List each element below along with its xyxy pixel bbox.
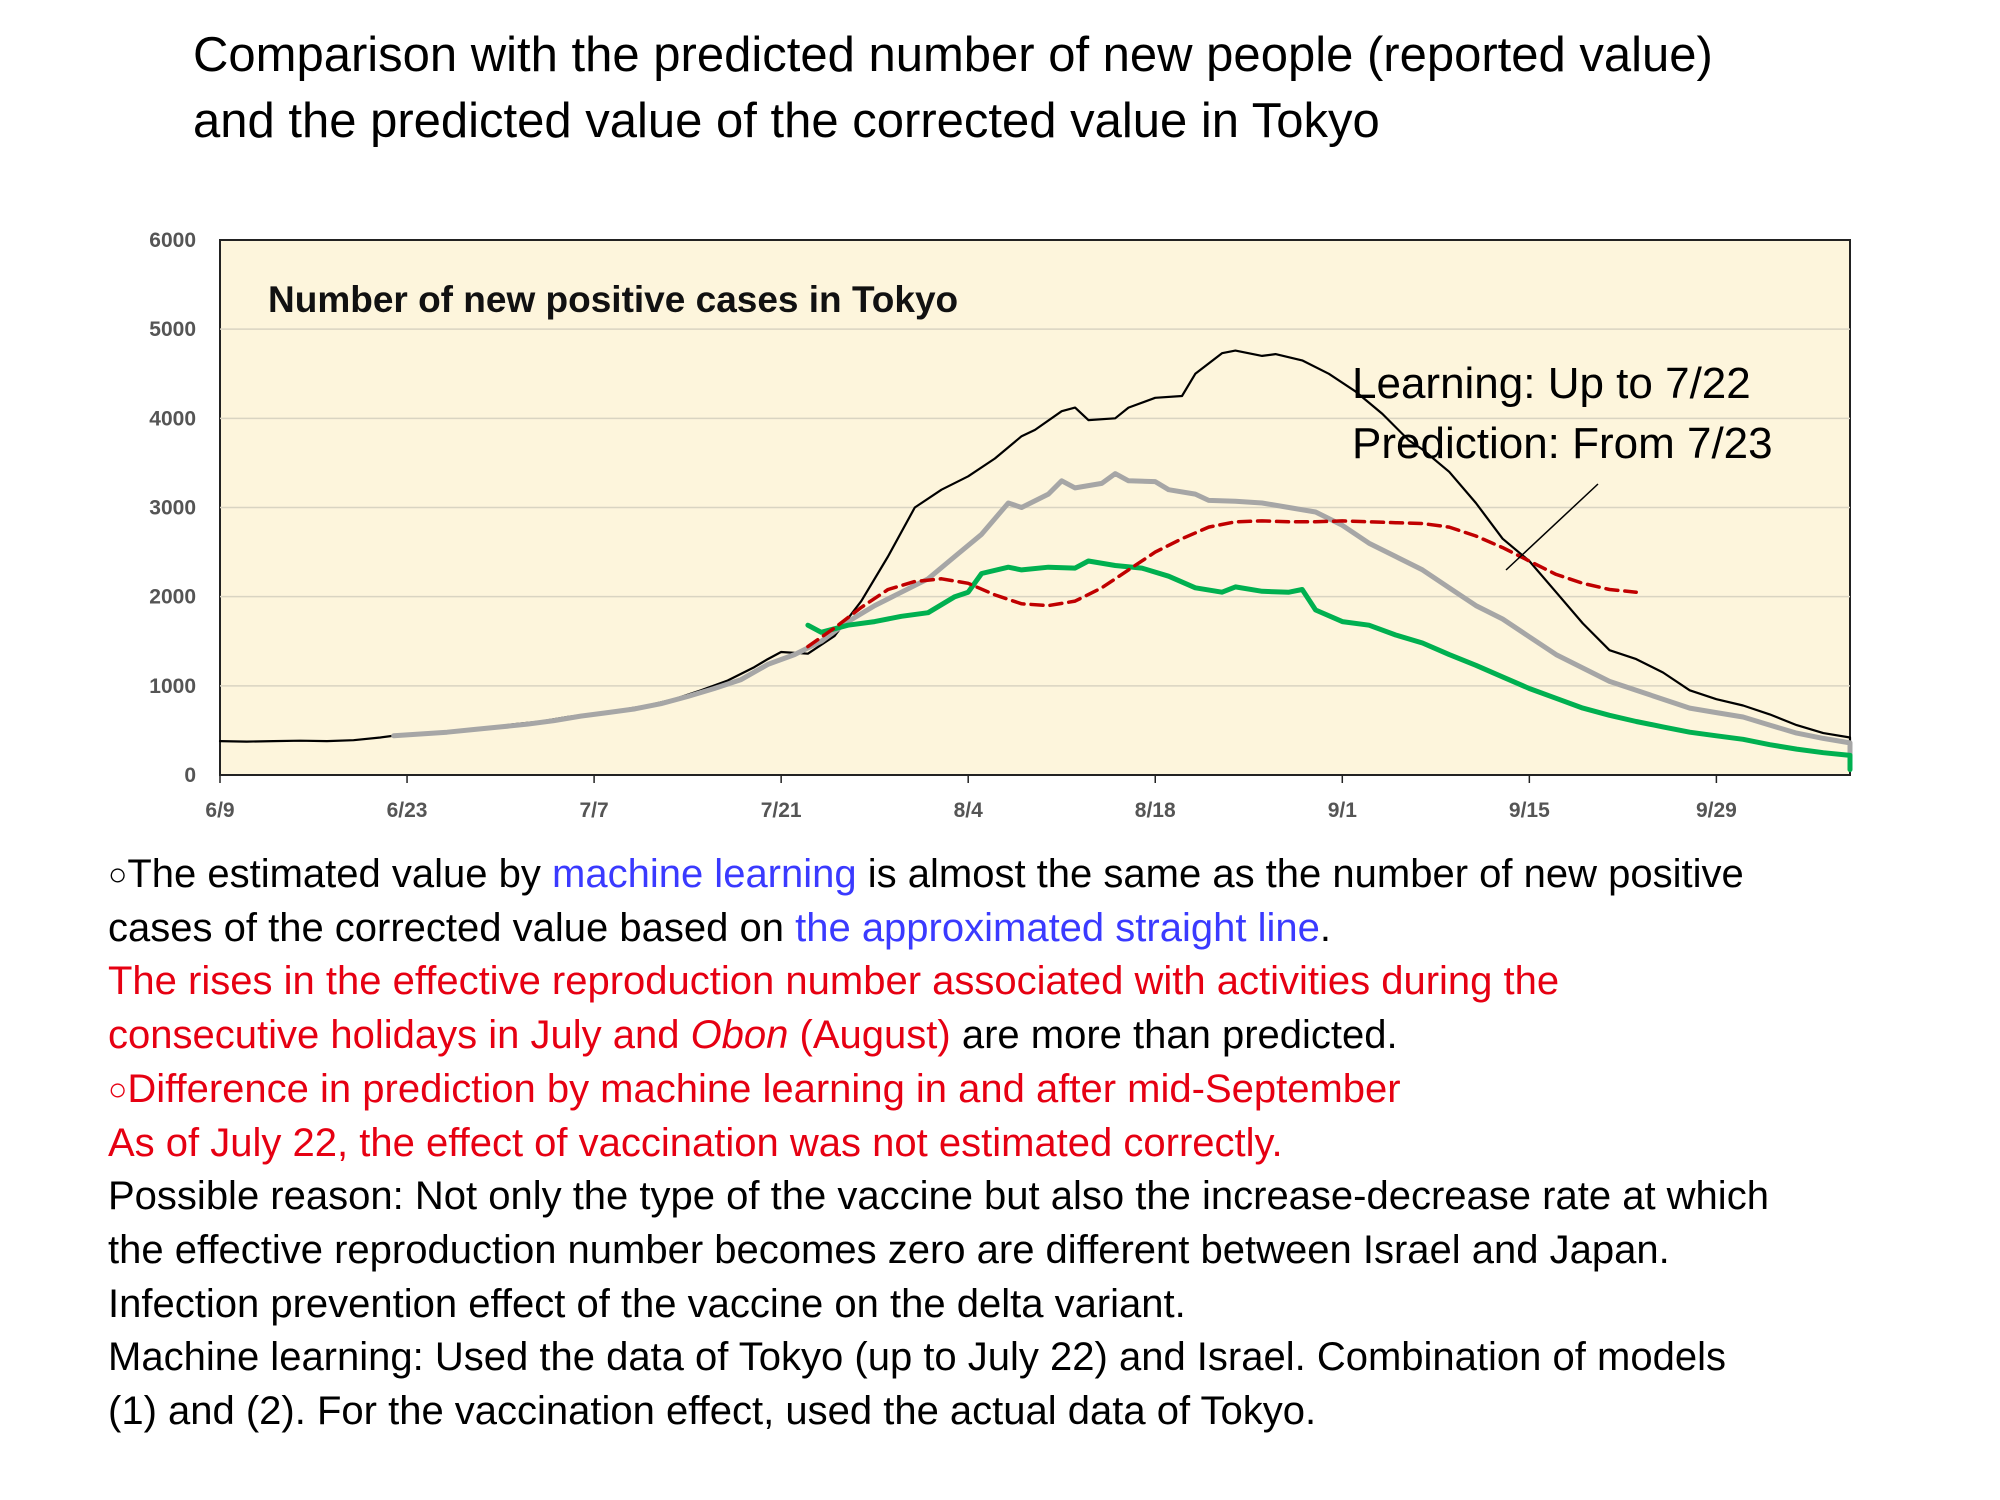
- series-line-ml_estimate: [805, 558, 1853, 773]
- x-tick-label: 7/21: [761, 799, 802, 822]
- text-line-2: cases of the corrected value based on th…: [108, 905, 1331, 950]
- series-line-corrected: [391, 471, 1853, 769]
- y-axis-ticks: 0 1000 2000 3000 4000 5000 6000: [149, 229, 196, 787]
- text-line-9: Infection prevention effect of the vacci…: [108, 1281, 1186, 1326]
- slide-title: Comparison with the predicted number of …: [193, 22, 1973, 154]
- y-tick-label: 1000: [149, 675, 196, 698]
- x-tick-label: 9/29: [1696, 799, 1737, 822]
- highlight-machine-learning: machine learning: [552, 852, 857, 896]
- slide-title-line-1: Comparison with the predicted number of …: [193, 28, 1713, 82]
- highlight-straight-line: the approximated straight line: [795, 905, 1320, 950]
- x-tick-label: 6/23: [387, 799, 428, 822]
- body-text: ○The estimated value by machine learning…: [108, 848, 1988, 1439]
- x-tick-label: 8/18: [1135, 799, 1176, 822]
- x-axis-ticks: 6/9 6/23 7/7 7/21 8/4 8/18 9/1 9/15 9/29: [205, 775, 1737, 822]
- series-lines: [218, 349, 1853, 773]
- y-tick-label: 6000: [149, 229, 196, 252]
- x-tick-label: 9/1: [1328, 799, 1358, 822]
- cases-chart: 0 1000 2000 3000 4000 5000 6000 6/9 6/23 7/7 7/21…: [149, 229, 1853, 822]
- chart-title: Number of new positive cases in Tokyo: [268, 279, 958, 320]
- slide-title-line-2: and the predicted value of the corrected…: [193, 94, 1380, 148]
- learning-annotation: Learning: Up to 7/22: [1352, 359, 1751, 408]
- x-tick-label: 6/9: [205, 799, 234, 822]
- text-line-10: Machine learning: Used the data of Tokyo…: [108, 1335, 1726, 1380]
- bullet-icon: ○: [108, 1070, 128, 1107]
- obon-italic: Obon: [690, 1013, 789, 1058]
- y-tick-label: 4000: [149, 407, 196, 430]
- annotation-pointer-line: [1505, 483, 1599, 571]
- text-line-11: (1) and (2). For the vaccination effect,…: [108, 1389, 1317, 1434]
- text-line-8: the effective reproduction number become…: [108, 1227, 1670, 1272]
- gridlines: [220, 328, 1850, 687]
- text-line-6: As of July 22, the effect of vaccination…: [108, 1120, 1283, 1165]
- prediction-annotation: Prediction: From 7/23: [1352, 419, 1773, 468]
- x-tick-label: 8/4: [954, 799, 984, 822]
- text-line-4: consecutive holidays in July and Obon (A…: [108, 1013, 1398, 1058]
- x-tick-label: 9/15: [1509, 799, 1550, 822]
- text-line-5: ○Difference in prediction by machine lea…: [108, 1066, 1401, 1111]
- x-tick-label: 7/7: [579, 799, 608, 822]
- y-tick-label: 2000: [149, 586, 196, 609]
- series-line-prediction: [806, 519, 1638, 649]
- y-tick-label: 5000: [149, 318, 196, 341]
- text-line-1: ○The estimated value by machine learning…: [108, 852, 1744, 896]
- bullet-icon: ○: [108, 856, 128, 892]
- text-line-7: Possible reason: Not only the type of th…: [108, 1174, 1769, 1219]
- y-tick-label: 3000: [149, 497, 196, 520]
- text-line-3: The rises in the effective reproduction …: [108, 959, 1560, 1004]
- y-tick-label: 0: [184, 764, 196, 787]
